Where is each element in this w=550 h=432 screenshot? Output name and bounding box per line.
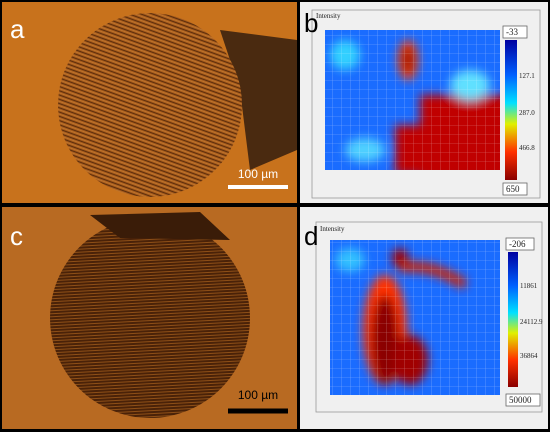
panel-letter: c [10, 221, 23, 251]
axis-title: Intensity [320, 225, 345, 233]
colorbar [508, 252, 518, 387]
panel-letter: d [304, 221, 318, 251]
panel-letter: b [304, 8, 318, 38]
colorbar-label: 287.0 [519, 109, 535, 117]
colorbar-label: 11861 [520, 282, 538, 290]
scale-bar-label: 100 µm [238, 167, 278, 181]
colorbar-label: 127.1 [519, 72, 535, 80]
colorbar-label: 24112.9 [520, 318, 543, 326]
panel-d: Intensity -206 11861 24112.9 36864 50000… [300, 207, 548, 429]
panel-b: Intensity -33 127.1 287.0 466.8 650 b [300, 2, 548, 203]
panel-c: c 100 µm [2, 207, 297, 429]
colorbar-label: 36864 [520, 352, 538, 360]
colorbar [505, 40, 517, 180]
colorbar-label: 650 [506, 184, 520, 194]
axis-title: Intensity [316, 12, 341, 20]
colorbar-label: -33 [506, 27, 518, 37]
scale-bar-label: 100 µm [238, 388, 278, 402]
colorbar-label: -206 [509, 239, 526, 249]
colorbar-label: 466.8 [519, 144, 535, 152]
panel-letter: a [10, 14, 25, 44]
panel-a: a 100 µm [2, 2, 297, 203]
colorbar-label: 50000 [509, 395, 532, 405]
